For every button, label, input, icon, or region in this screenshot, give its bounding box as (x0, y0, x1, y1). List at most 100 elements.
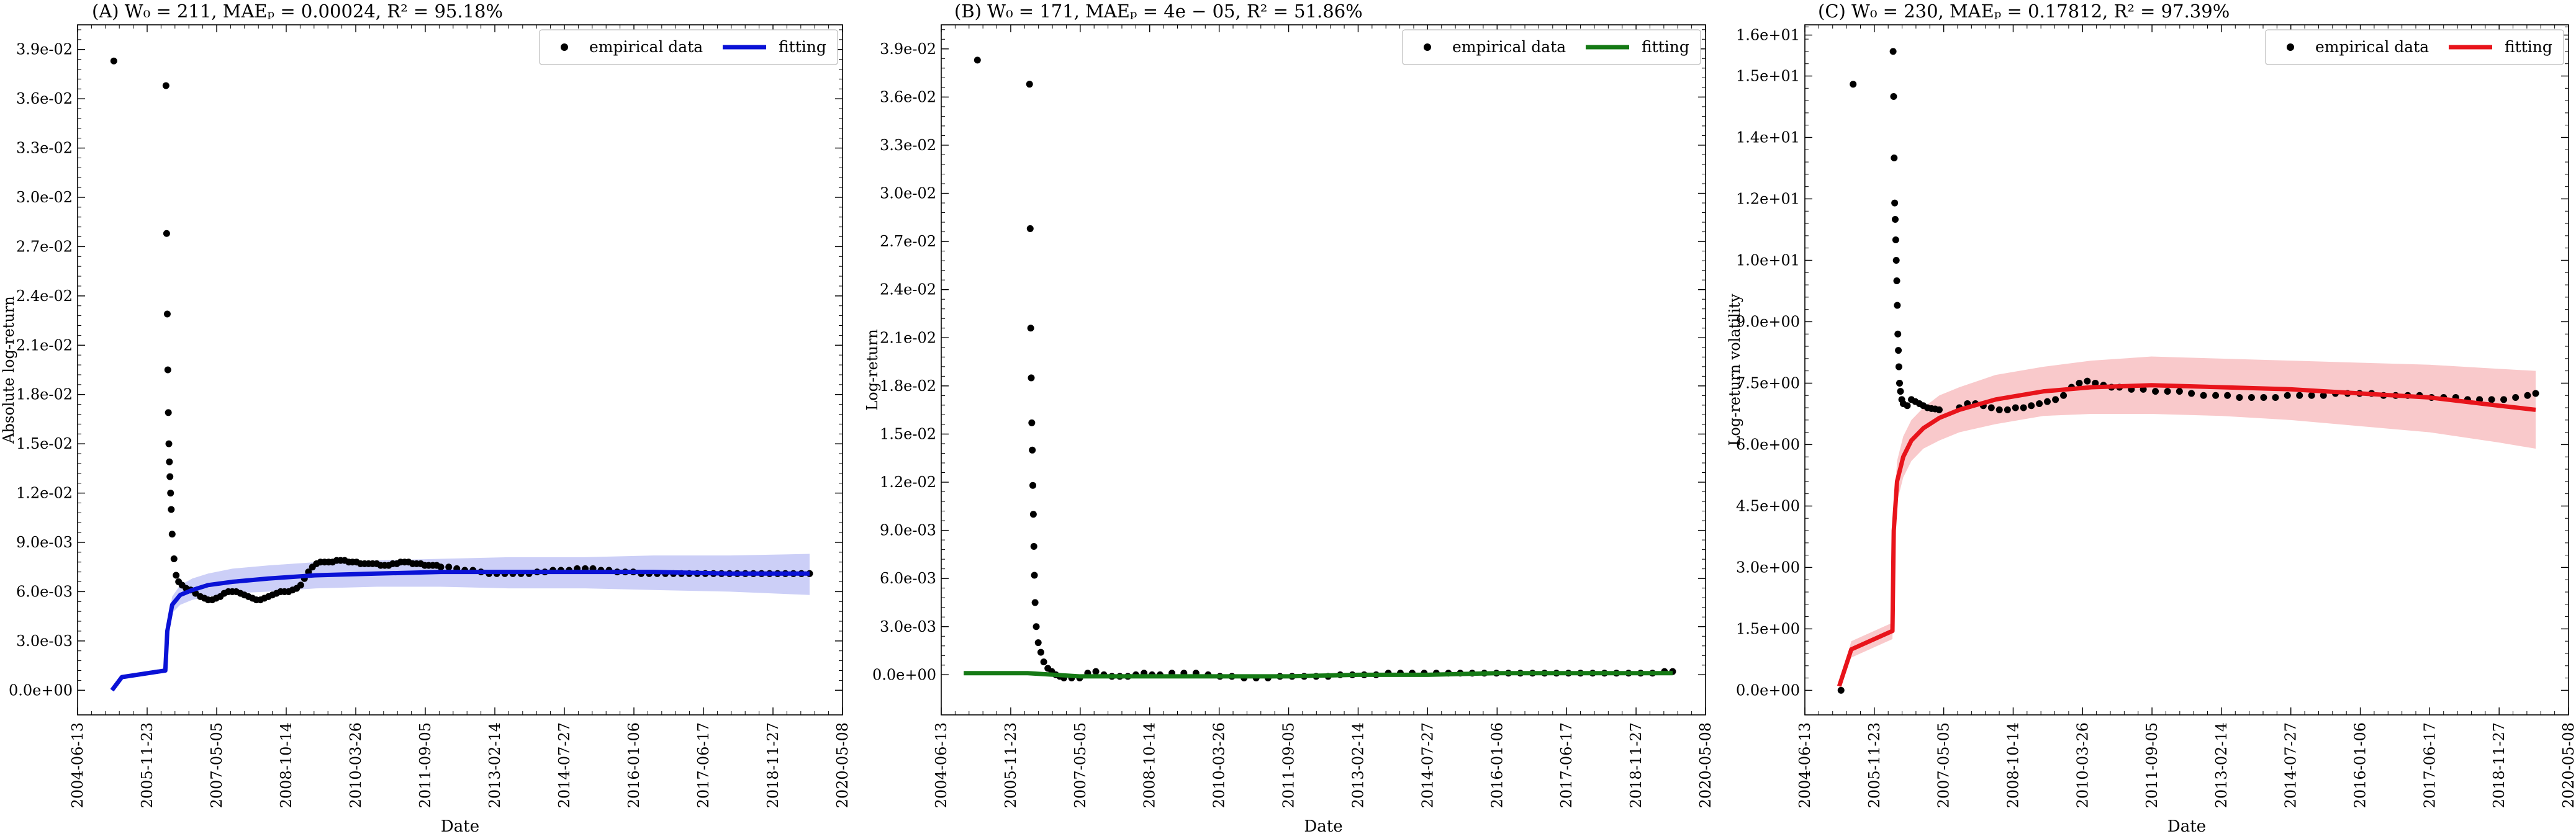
y-tick-label: 1.5e-02 (880, 425, 936, 442)
empirical-point (2188, 390, 2195, 397)
empirical-point (168, 531, 176, 538)
y-tick-label: 6.0e-03 (16, 583, 73, 600)
empirical-point (173, 572, 180, 579)
empirical-point (1092, 668, 1100, 675)
x-tick-label: 2017-06-17 (2421, 722, 2438, 808)
y-tick-label: 3.0e-03 (880, 618, 936, 635)
y-tick-label: 3.0e+00 (1736, 559, 1800, 576)
x-tick-label: 2011-09-05 (1280, 722, 1298, 808)
empirical-point (974, 56, 981, 64)
y-tick-label: 3.6e-02 (16, 90, 73, 107)
y-tick-label: 3.6e-02 (880, 88, 936, 105)
empirical-point (1897, 388, 1904, 395)
empirical-point (2272, 394, 2279, 402)
legend-label-fitting: fitting (1642, 38, 1689, 56)
y-tick-label: 9.0e-03 (880, 522, 936, 539)
y-tick-label: 1.2e-02 (16, 485, 73, 502)
empirical-point (2084, 377, 2091, 385)
empirical-point (1028, 419, 1036, 426)
x-tick-label: 2010-03-26 (347, 722, 364, 808)
y-tick-label: 4.5e+00 (1736, 497, 1800, 514)
legend-box (1402, 29, 1701, 65)
empirical-point (1029, 482, 1037, 489)
plot-frame (941, 24, 1706, 716)
empirical-point (1895, 347, 1902, 354)
x-tick-label: 2005-11-23 (138, 722, 156, 808)
x-tick-label: 2016-01-06 (2352, 722, 2369, 808)
empirical-point (2488, 396, 2495, 403)
empirical-point (1031, 599, 1039, 606)
x-tick-label: 2008-10-14 (278, 722, 295, 808)
empirical-point (1892, 256, 1900, 264)
x-tick-label: 2004-06-13 (69, 722, 86, 808)
empirical-point (1890, 92, 1897, 100)
empirical-point (2320, 392, 2327, 399)
y-axis-label: Log-return (864, 329, 881, 411)
y-tick-label: 6.0e-03 (880, 570, 936, 587)
x-tick-label: 2020-05-08 (2560, 722, 2576, 808)
empirical-point (1850, 81, 1857, 88)
legend-label-empirical: empirical data (589, 38, 703, 56)
empirical-point (2176, 388, 2183, 395)
empirical-point (2028, 402, 2035, 410)
x-tick-label: 2017-06-17 (695, 722, 712, 808)
empirical-point (2152, 388, 2159, 395)
y-tick-label: 3.9e-02 (16, 41, 73, 58)
x-tick-label: 2018-11-27 (764, 722, 782, 808)
x-tick-label: 2020-05-08 (834, 722, 851, 808)
y-tick-label: 2.4e-02 (880, 281, 936, 298)
empirical-point (163, 310, 171, 318)
empirical-point (110, 57, 117, 65)
x-tick-label: 2004-06-13 (933, 722, 950, 808)
x-tick-label: 2005-11-23 (1866, 722, 1883, 808)
empirical-point (1040, 658, 1047, 666)
legend-box (2265, 29, 2564, 65)
y-tick-label: 1.5e+01 (1736, 67, 1800, 84)
empirical-point (1894, 302, 1901, 309)
empirical-point (1987, 404, 1995, 411)
legend-label-fitting: fitting (2505, 38, 2552, 56)
empirical-point (1892, 236, 1899, 243)
x-tick-label: 2008-10-14 (1141, 722, 1159, 808)
empirical-point (1895, 363, 1902, 370)
empirical-point (1029, 511, 1037, 518)
x-tick-label: 2020-05-08 (1697, 722, 1714, 808)
legend-marker-empirical (561, 43, 568, 51)
x-tick-label: 2013-02-14 (2213, 722, 2230, 808)
empirical-point (166, 473, 174, 480)
confidence-band (1839, 356, 2536, 689)
empirical-point (2044, 398, 2051, 405)
empirical-point (437, 563, 445, 571)
y-tick-label: 1.8e-02 (16, 386, 73, 403)
legend-label-empirical: empirical data (1452, 38, 1566, 56)
y-tick-label: 0.0e+00 (1736, 681, 1800, 699)
x-tick-label: 2017-06-17 (1558, 722, 1575, 808)
empirical-point (1034, 639, 1042, 647)
y-tick-label: 1.5e+00 (1736, 620, 1800, 637)
y-tick-label: 3.0e-03 (16, 632, 73, 650)
x-tick-label: 2013-02-14 (1349, 722, 1367, 808)
legend-marker-empirical (1424, 43, 1431, 51)
empirical-point (297, 581, 304, 589)
y-tick-label: 6.0e+00 (1736, 436, 1800, 453)
x-tick-label: 2007-05-05 (1072, 722, 1089, 808)
x-tick-label: 2010-03-26 (1211, 722, 1228, 808)
y-tick-label: 3.3e-02 (16, 140, 73, 157)
panel-b: 0.0e+00 3.0e-03 6.0e-03 9.0e-03 1.2e-02 1.5e-… (864, 1, 1714, 836)
empirical-point (1891, 199, 1899, 207)
empirical-point (2512, 394, 2520, 402)
x-tick-label: 2016-01-06 (625, 722, 643, 808)
empirical-point (1889, 48, 1897, 55)
x-tick-label: 2014-07-27 (2282, 722, 2300, 808)
y-tick-label: 1.0e+01 (1736, 251, 1800, 269)
x-tick-label: 2011-09-05 (2143, 722, 2161, 808)
empirical-point (2060, 392, 2068, 399)
empirical-point (1904, 402, 1911, 410)
empirical-point (2500, 396, 2508, 403)
y-tick-label: 1.2e+01 (1736, 190, 1800, 207)
empirical-point (2036, 400, 2043, 407)
empirical-point (1894, 330, 1902, 338)
legend: empirical data fitting (2265, 29, 2564, 65)
empirical-point (2224, 392, 2231, 399)
empirical-point (1030, 542, 1037, 550)
